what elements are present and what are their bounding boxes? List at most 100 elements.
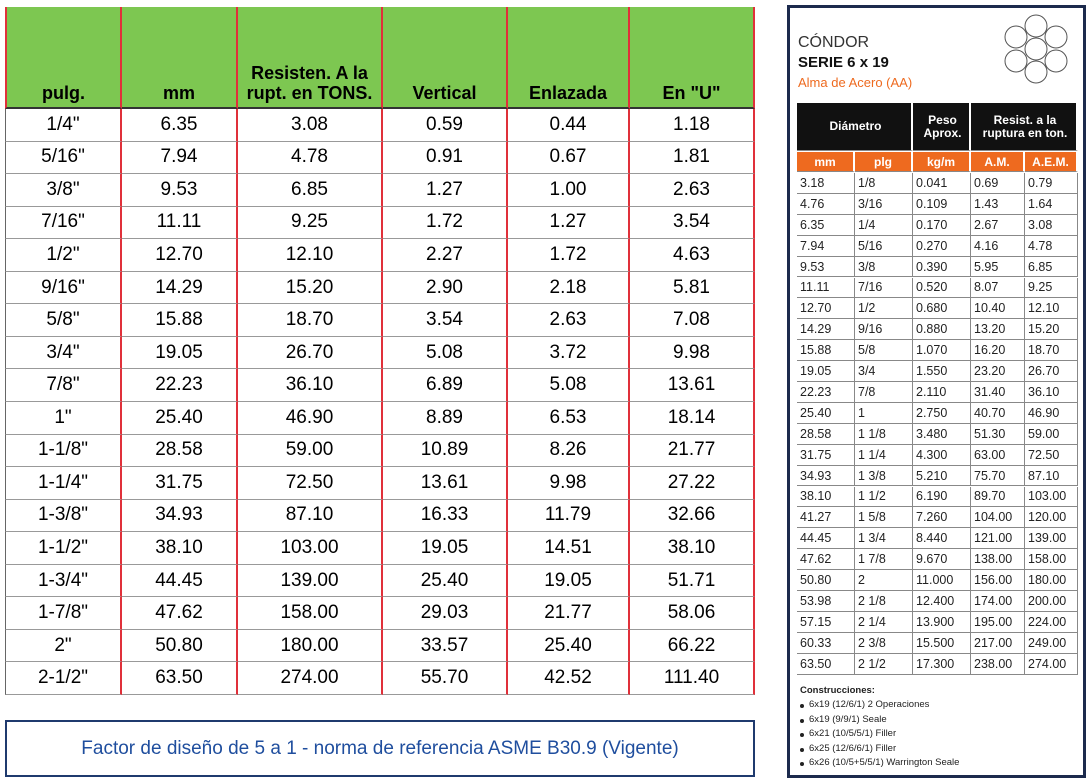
- brand: CÓNDOR: [798, 34, 870, 51]
- cell: 4.76: [797, 193, 855, 215]
- cell: 10.89: [383, 434, 508, 468]
- cell: 9.53: [797, 256, 855, 278]
- cell: 26.70: [1025, 361, 1078, 382]
- cell: 50.80: [122, 629, 238, 663]
- cell: 1.43: [971, 193, 1025, 215]
- cell: 3.480: [913, 423, 971, 445]
- cell: 7/8": [5, 369, 122, 402]
- cell: 7/16: [855, 277, 913, 299]
- cell: 13.61: [383, 467, 508, 500]
- footer-note: Factor de diseño de 5 a 1 - norma de ref…: [5, 720, 755, 777]
- cell: 1-1/2": [5, 532, 122, 565]
- cell: 103.00: [238, 532, 383, 565]
- cell: 59.00: [238, 434, 383, 468]
- cell: 180.00: [1025, 570, 1078, 591]
- cell: 7.94: [122, 141, 238, 175]
- cell: 14.29: [122, 271, 238, 305]
- cell: 0.170: [913, 214, 971, 236]
- header-cell: En "U": [630, 7, 755, 109]
- cell: 7.08: [630, 304, 755, 337]
- cell: 15.88: [122, 304, 238, 337]
- cell: 1/2: [855, 298, 913, 320]
- cell: 38.10: [122, 532, 238, 565]
- cell: 28.58: [122, 434, 238, 468]
- cell: 103.00: [1025, 486, 1078, 508]
- cell: 4.16: [971, 235, 1025, 257]
- construction-item: 6x19 (12/6/1) 2 Operaciones: [800, 699, 929, 710]
- construction-item: 6x26 (10/5+5/5/1) Warrington Seale: [800, 757, 959, 768]
- cell: 1-1/4": [5, 467, 122, 500]
- cell: 1 3/8: [855, 465, 913, 487]
- cell: 1 1/4: [855, 444, 913, 466]
- cell: 10.40: [971, 298, 1025, 320]
- cell: 1.72: [383, 206, 508, 240]
- core: Alma de Acero (AA): [798, 75, 913, 90]
- cell: 1 1/2: [855, 486, 913, 508]
- cell: 2.63: [630, 174, 755, 207]
- cell: 63.50: [122, 662, 238, 695]
- bullet: [800, 747, 804, 752]
- cell: 22.23: [122, 369, 238, 402]
- cell: 5.210: [913, 465, 971, 487]
- cell: 25.40: [797, 402, 855, 424]
- cell: 28.58: [797, 423, 855, 445]
- cell: 1.550: [913, 361, 971, 382]
- cell: 15.20: [238, 271, 383, 305]
- cell: 2 1/4: [855, 611, 913, 633]
- cell: 174.00: [971, 591, 1025, 612]
- cell: 3.08: [238, 109, 383, 142]
- construction-item: 6x21 (10/5/5/1) Filler: [800, 728, 896, 739]
- cell: 1/8: [855, 173, 913, 194]
- cell: 1.27: [383, 174, 508, 207]
- cell: 9/16: [855, 319, 913, 341]
- cell: 59.00: [1025, 423, 1078, 445]
- cell: 38.10: [630, 532, 755, 565]
- cell: 139.00: [238, 564, 383, 598]
- cell: 36.10: [1025, 382, 1078, 403]
- cell: 53.98: [797, 591, 855, 612]
- cell: 1/4": [5, 109, 122, 142]
- cell: 0.91: [383, 141, 508, 175]
- cell: 2.67: [971, 214, 1025, 236]
- cell: 66.22: [630, 629, 755, 663]
- cell: 33.57: [383, 629, 508, 663]
- cell: 4.300: [913, 444, 971, 466]
- cell: 8.89: [383, 402, 508, 435]
- cell: 21.77: [630, 434, 755, 468]
- cell: 217.00: [971, 632, 1025, 654]
- group-header: Peso Aprox.: [913, 103, 971, 151]
- cell: 121.00: [971, 528, 1025, 550]
- cell: 16.33: [383, 499, 508, 533]
- cell: 18.70: [1025, 340, 1078, 362]
- cell: 12.10: [1025, 298, 1078, 320]
- cell: 32.66: [630, 499, 755, 533]
- cell: 2: [855, 570, 913, 591]
- cell: 3/16: [855, 193, 913, 215]
- cell: 6.35: [797, 214, 855, 236]
- cell: 0.69: [971, 173, 1025, 194]
- cell: 0.520: [913, 277, 971, 299]
- cell: 0.270: [913, 235, 971, 257]
- cell: 3.54: [630, 206, 755, 240]
- cell: 3/4: [855, 361, 913, 382]
- cell: 1.18: [630, 109, 755, 142]
- cell: 2 1/2: [855, 653, 913, 675]
- cell: 58.06: [630, 597, 755, 630]
- cell: 6.85: [1025, 256, 1078, 278]
- cell: 19.05: [797, 361, 855, 382]
- header-cell: mm: [122, 7, 238, 109]
- cell: 1 3/4: [855, 528, 913, 550]
- cell: 7.260: [913, 507, 971, 529]
- sub-header: plg: [855, 152, 913, 172]
- cell: 104.00: [971, 507, 1025, 529]
- sub-header: A.E.M.: [1025, 152, 1078, 172]
- cell: 60.33: [797, 632, 855, 654]
- cell: 26.70: [238, 336, 383, 370]
- cell: 3.54: [383, 304, 508, 337]
- sub-header: mm: [797, 152, 855, 172]
- header-cell: Enlazada: [508, 7, 630, 109]
- cell: 21.77: [508, 597, 630, 630]
- cell: 8.26: [508, 434, 630, 468]
- cell: 15.88: [797, 340, 855, 362]
